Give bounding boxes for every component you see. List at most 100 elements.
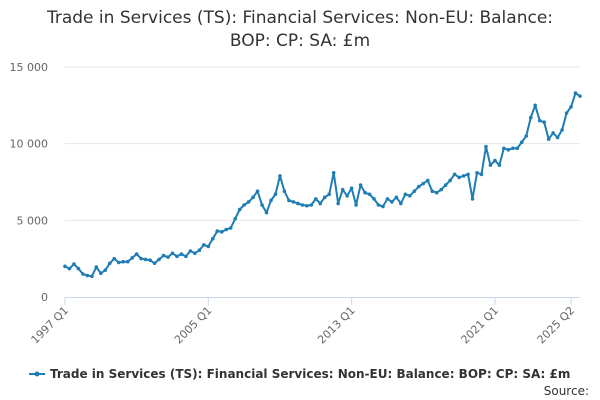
data-point[interactable] [399,201,403,206]
data-point[interactable] [251,195,255,200]
data-point[interactable] [81,272,85,276]
data-point[interactable] [219,230,224,234]
data-point[interactable] [376,203,381,207]
data-point[interactable] [528,115,533,120]
data-point[interactable] [515,146,520,151]
data-point[interactable] [537,118,542,123]
data-point[interactable] [385,197,390,201]
data-point[interactable] [461,174,466,178]
data-point[interactable] [546,137,551,141]
data-point[interactable] [519,140,524,144]
data-point[interactable] [228,226,233,230]
data-point[interactable] [354,203,358,207]
data-point[interactable] [134,252,139,256]
data-point[interactable] [90,274,94,279]
legend[interactable]: Trade in Services (TS): Financial Servic… [29,367,570,381]
data-point[interactable] [381,204,385,209]
data-point[interactable] [139,256,143,261]
data-point[interactable] [479,172,484,177]
data-point[interactable] [67,266,72,271]
data-point[interactable] [300,203,305,207]
data-point[interactable] [560,128,564,132]
data-point[interactable] [206,244,211,249]
data-point[interactable] [269,198,273,203]
data-point[interactable] [448,178,452,183]
data-point[interactable] [416,184,421,189]
data-point[interactable] [408,194,412,198]
data-point[interactable] [278,174,282,178]
data-point[interactable] [349,186,354,190]
data-point[interactable] [121,259,126,264]
data-point[interactable] [345,194,349,198]
data-point[interactable] [564,111,569,115]
data-point[interactable] [425,178,430,183]
data-point[interactable] [282,189,287,193]
data-point[interactable] [502,146,506,151]
data-point[interactable] [166,255,170,259]
data-point[interactable] [313,197,318,201]
data-point[interactable] [430,189,435,193]
data-point[interactable] [439,187,443,192]
data-point[interactable] [210,236,215,241]
data-point[interactable] [443,183,448,187]
data-point[interactable] [452,172,457,177]
data-point[interactable] [372,197,376,201]
data-point[interactable] [511,146,515,151]
data-point[interactable] [273,192,278,197]
data-point[interactable] [457,175,461,180]
data-point[interactable] [506,148,511,152]
data-point[interactable] [340,187,345,192]
data-point[interactable] [130,256,134,260]
data-point[interactable] [242,203,246,207]
data-point[interactable] [363,190,367,195]
data-point[interactable] [85,273,90,278]
data-point[interactable] [403,192,408,197]
data-point[interactable] [112,256,117,261]
data-point[interactable] [578,94,582,98]
data-point[interactable] [76,266,81,271]
data-point[interactable] [125,259,130,264]
data-point[interactable] [551,131,555,135]
data-point[interactable] [309,203,314,207]
data-point[interactable] [573,91,578,95]
data-point[interactable] [264,210,269,215]
data-point[interactable] [107,261,112,266]
data-point[interactable] [202,243,206,247]
data-point[interactable] [331,171,336,175]
data-point[interactable] [175,254,179,259]
data-point[interactable] [327,192,332,197]
data-point[interactable] [170,251,175,256]
data-point[interactable] [296,201,300,206]
data-point[interactable] [197,248,202,253]
data-point[interactable] [336,201,340,206]
data-point[interactable] [184,254,188,259]
data-point[interactable] [524,134,529,138]
data-point[interactable] [188,249,193,253]
data-point[interactable] [215,229,220,233]
data-point[interactable] [233,217,237,221]
data-point[interactable] [493,158,497,163]
data-point[interactable] [412,189,417,193]
data-point[interactable] [63,264,67,269]
data-point[interactable] [322,195,327,200]
data-point[interactable] [367,192,372,197]
data-point[interactable] [390,200,394,204]
data-point[interactable] [533,103,538,108]
data-point[interactable] [484,144,488,149]
data-point[interactable] [305,203,309,208]
data-point[interactable] [260,203,264,207]
data-point[interactable] [193,251,197,256]
data-point[interactable] [466,172,470,177]
data-point[interactable] [287,198,291,203]
data-point[interactable] [237,207,242,212]
data-point[interactable] [99,271,103,276]
data-point[interactable] [434,190,439,195]
data-point[interactable] [488,163,493,167]
data-point[interactable] [161,253,166,258]
data-point[interactable] [542,120,546,124]
data-point[interactable] [555,135,560,140]
data-point[interactable] [394,195,399,200]
data-point[interactable] [255,189,260,193]
data-point[interactable] [72,262,76,266]
data-point[interactable] [224,227,229,232]
